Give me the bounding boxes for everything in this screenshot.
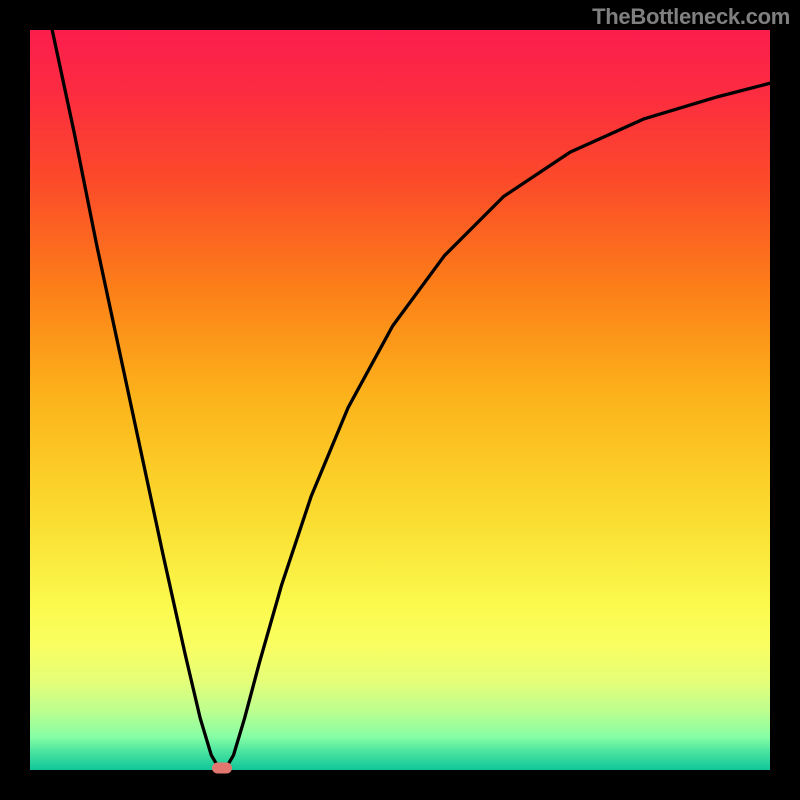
chart-frame: TheBottleneck.com bbox=[0, 0, 800, 800]
optimum-marker bbox=[212, 762, 232, 773]
watermark-text: TheBottleneck.com bbox=[592, 4, 790, 30]
plot-area bbox=[30, 30, 770, 770]
bottleneck-curve bbox=[30, 30, 770, 770]
